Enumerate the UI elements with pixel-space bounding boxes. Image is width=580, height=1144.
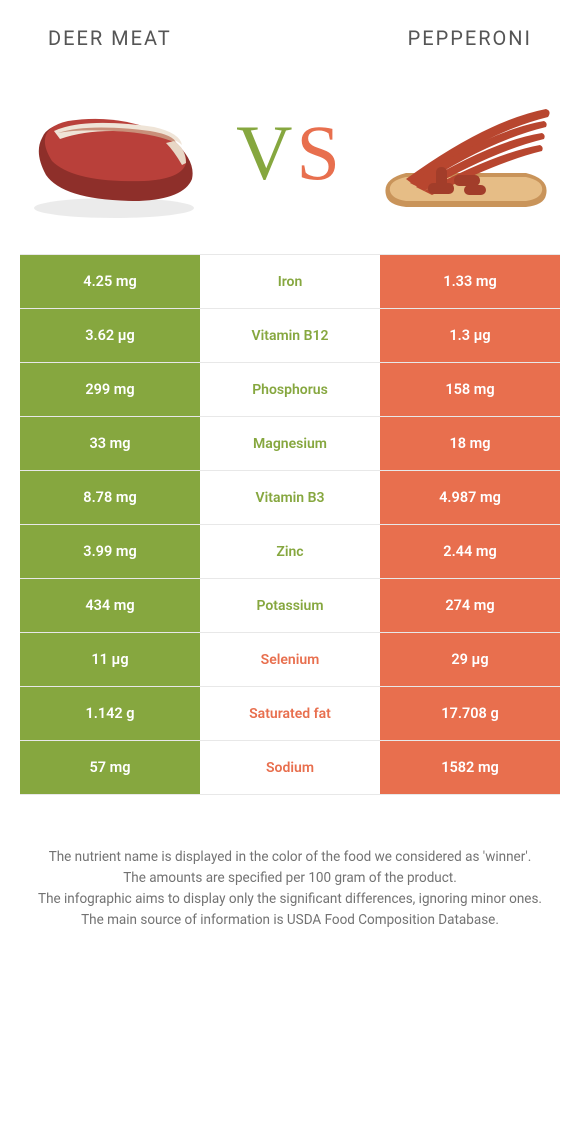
nutrient-name: Sodium <box>200 741 380 794</box>
nutrient-name: Zinc <box>200 525 380 578</box>
table-row: 4.25 mgIron1.33 mg <box>20 254 560 308</box>
footer-line: The main source of information is USDA F… <box>30 910 550 931</box>
table-row: 33 mgMagnesium18 mg <box>20 416 560 470</box>
value-left: 299 mg <box>20 363 200 416</box>
value-right: 17.708 g <box>380 687 560 740</box>
value-right: 1.33 mg <box>380 255 560 308</box>
title-left: DEER MEAT <box>48 26 172 50</box>
value-left: 8.78 mg <box>20 471 200 524</box>
footer-line: The amounts are specified per 100 gram o… <box>30 868 550 889</box>
table-row: 8.78 mgVitamin B34.987 mg <box>20 470 560 524</box>
title-row: DEER MEAT PEPPERONI <box>20 26 560 58</box>
nutrient-name: Vitamin B3 <box>200 471 380 524</box>
nutrient-name: Vitamin B12 <box>200 309 380 362</box>
footer-line: The infographic aims to display only the… <box>30 889 550 910</box>
infographic-container: DEER MEAT PEPPERONI VS <box>0 0 580 961</box>
value-right: 2.44 mg <box>380 525 560 578</box>
nutrient-name: Saturated fat <box>200 687 380 740</box>
table-row: 1.142 gSaturated fat17.708 g <box>20 686 560 740</box>
table-row: 3.62 µgVitamin B121.3 µg <box>20 308 560 362</box>
table-row: 299 mgPhosphorus158 mg <box>20 362 560 416</box>
title-right: PEPPERONI <box>408 26 532 50</box>
value-left: 3.99 mg <box>20 525 200 578</box>
nutrient-name: Iron <box>200 255 380 308</box>
pepperoni-icon <box>376 83 556 223</box>
value-left: 3.62 µg <box>20 309 200 362</box>
table-row: 11 µgSelenium29 µg <box>20 632 560 686</box>
pepperoni-image <box>376 78 556 228</box>
vs-v: V <box>236 109 296 196</box>
table-row: 434 mgPotassium274 mg <box>20 578 560 632</box>
value-left: 33 mg <box>20 417 200 470</box>
vs-s: S <box>296 109 343 196</box>
value-right: 1.3 µg <box>380 309 560 362</box>
nutrient-name: Selenium <box>200 633 380 686</box>
nutrient-name: Potassium <box>200 579 380 632</box>
value-left: 11 µg <box>20 633 200 686</box>
value-right: 29 µg <box>380 633 560 686</box>
value-left: 57 mg <box>20 741 200 794</box>
nutrient-name: Phosphorus <box>200 363 380 416</box>
table-row: 3.99 mgZinc2.44 mg <box>20 524 560 578</box>
vs-label: VS <box>236 108 344 198</box>
value-right: 274 mg <box>380 579 560 632</box>
value-right: 1582 mg <box>380 741 560 794</box>
footer-line: The nutrient name is displayed in the co… <box>30 847 550 868</box>
value-left: 1.142 g <box>20 687 200 740</box>
deer-meat-icon <box>24 83 204 223</box>
value-left: 4.25 mg <box>20 255 200 308</box>
nutrient-name: Magnesium <box>200 417 380 470</box>
table-row: 57 mgSodium1582 mg <box>20 740 560 795</box>
hero-row: VS <box>20 58 560 254</box>
value-left: 434 mg <box>20 579 200 632</box>
value-right: 4.987 mg <box>380 471 560 524</box>
value-right: 18 mg <box>380 417 560 470</box>
comparison-table: 4.25 mgIron1.33 mg3.62 µgVitamin B121.3 … <box>20 254 560 795</box>
footer-notes: The nutrient name is displayed in the co… <box>20 847 560 931</box>
value-right: 158 mg <box>380 363 560 416</box>
deer-meat-image <box>24 78 204 228</box>
